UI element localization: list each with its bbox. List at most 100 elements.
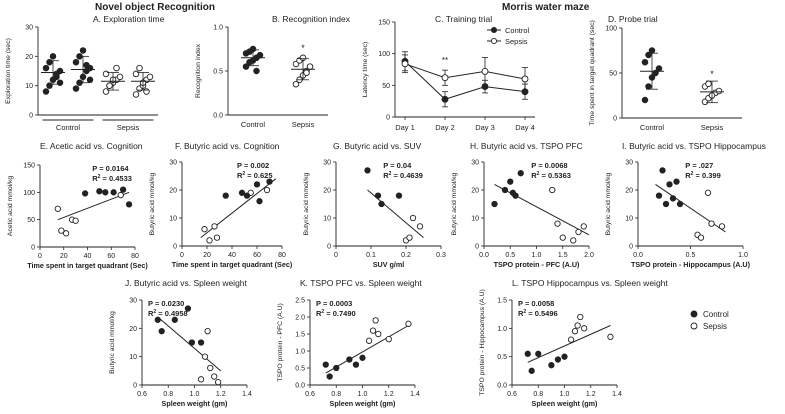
- x-tick-label: 1.2: [586, 391, 596, 398]
- y-axis-label: Latency time (sec): [362, 42, 369, 98]
- chart-panel-7: H. Butyric acid vs. TSPO PFC 0 10 20 30 Butyr…: [451, 141, 594, 269]
- data-point: [549, 186, 556, 194]
- data-point: [405, 320, 412, 327]
- data-point: [352, 361, 360, 368]
- y-tick-label: 1.0: [213, 25, 223, 32]
- chart-panel-8: I. Butyric acid vs. TSPO Hippocampus 0 10 2…: [605, 141, 766, 269]
- y-tick-label: 0: [629, 244, 633, 251]
- data-point: [125, 201, 133, 208]
- data-point: [559, 234, 566, 241]
- regression-line: [200, 178, 277, 238]
- data-point: [242, 63, 250, 70]
- stats-r-squared: R2 = 0.7490: [316, 309, 356, 318]
- data-point: [72, 85, 80, 92]
- x-tick-label: Day 4: [515, 123, 535, 132]
- x-axis-label: TSPO protein - PFC (A.U): [494, 260, 580, 269]
- y-tick-label: 20: [323, 188, 331, 195]
- stats-p-value: P = 0.0164: [92, 164, 129, 173]
- legend-control-marker: [690, 310, 698, 318]
- data-point: [406, 234, 413, 241]
- x-tick-label: 0: [180, 252, 184, 259]
- y-tick-label: 50: [609, 71, 617, 78]
- stats-p-value: P = 0.0058: [518, 299, 554, 308]
- data-point: [326, 373, 333, 380]
- x-axis-label: Time spent in target quadrant (Sec): [27, 261, 148, 270]
- x-tick-label: 80: [131, 253, 139, 260]
- chart-title: G. Butyric acid vs. SUV: [333, 141, 422, 151]
- data-point: [102, 189, 109, 196]
- chart-title: A. Exploration time: [93, 14, 165, 24]
- data-point: [441, 74, 449, 82]
- data-point: [517, 170, 524, 177]
- data-point: [481, 67, 489, 75]
- data-point: [207, 364, 214, 372]
- x-tick-label: 0.5: [686, 252, 696, 259]
- chart-title: J. Butyric acid vs. Spleen weight: [125, 278, 248, 288]
- data-point: [570, 237, 577, 244]
- data-point: [303, 69, 310, 77]
- chart-title: F. Butyric acid vs. Cognition: [175, 141, 280, 151]
- y-tick-label: 30: [25, 25, 33, 32]
- y-tick-label: 20: [25, 54, 33, 61]
- y-tick-label: 1.5: [295, 332, 305, 339]
- x-category-label: Sepsis: [292, 120, 315, 129]
- chart-panel-0: A. Exploration time 0 10 20 30 Exploration ti…: [5, 14, 165, 132]
- data-point: [577, 313, 584, 321]
- data-point: [86, 76, 94, 84]
- group-label: Control: [56, 123, 81, 132]
- x-tick-label: 40: [84, 253, 92, 260]
- y-tick-label: 10: [323, 216, 331, 223]
- y-tick-label: 1.0: [295, 349, 305, 356]
- stats-r-squared: R2 = 0.399: [685, 171, 721, 180]
- x-tick-label: 0.3: [436, 252, 446, 259]
- data-point: [641, 96, 649, 104]
- x-tick-label: 1.4: [410, 391, 420, 398]
- data-point: [116, 73, 124, 81]
- y-axis-label: Butyric acid mmol/kg: [109, 311, 116, 374]
- data-point: [201, 226, 208, 233]
- data-point: [83, 61, 90, 69]
- data-point: [154, 316, 161, 323]
- stats-p-value: P = .027: [685, 161, 713, 170]
- data-point: [441, 95, 449, 103]
- x-tick-label: 1.0: [532, 252, 542, 259]
- chart-title: I. Butyric acid vs. TSPO Hippocampus: [622, 141, 766, 151]
- data-point: [365, 337, 373, 344]
- stats-r-squared: R2 = 0.5363: [531, 171, 571, 180]
- stats-r-squared: R2 = 0.5496: [518, 309, 558, 318]
- global-legend: Control Sepsis: [690, 310, 729, 331]
- x-tick-label: 80: [278, 252, 286, 259]
- y-tick-label: 20: [625, 188, 633, 195]
- data-point: [238, 189, 246, 196]
- data-point: [512, 192, 519, 199]
- data-point: [201, 353, 209, 360]
- data-point: [292, 80, 300, 88]
- y-tick-label: 100: [605, 26, 617, 33]
- data-point: [648, 47, 656, 54]
- y-tick-label: 0: [133, 383, 137, 390]
- data-point: [253, 67, 260, 75]
- x-tick-label: 0.5: [505, 252, 515, 259]
- y-tick-label: 10: [129, 354, 137, 361]
- x-tick-label: 0.2: [401, 252, 411, 259]
- significance-mark: *: [301, 43, 305, 53]
- data-point: [211, 223, 218, 230]
- x-tick-label: Day 2: [435, 123, 455, 132]
- y-axis-label: TSPO protein - PFC (A.U): [277, 303, 284, 382]
- data-point: [567, 336, 575, 343]
- data-point: [110, 189, 117, 196]
- data-point: [575, 228, 582, 236]
- morris-water-maze-header: Morris water maze: [502, 2, 590, 13]
- data-point: [378, 200, 385, 208]
- chart-panel-9: J. Butyric acid vs. Spleen weight 0 10 20 30…: [109, 278, 252, 408]
- x-tick-label: 2.0: [584, 252, 594, 259]
- data-point: [528, 367, 535, 374]
- chart-panel-2: C. Training trial 0 50 100 150 Latency time (…: [362, 14, 535, 132]
- data-point: [673, 178, 680, 185]
- chart-title: L. TSPO Hippocampus vs. Spleen weight: [512, 278, 668, 288]
- group-label: Sepsis: [117, 123, 140, 132]
- data-point: [42, 88, 50, 95]
- data-point: [507, 178, 514, 185]
- y-tick-label: 50: [27, 217, 35, 224]
- data-point: [535, 350, 542, 357]
